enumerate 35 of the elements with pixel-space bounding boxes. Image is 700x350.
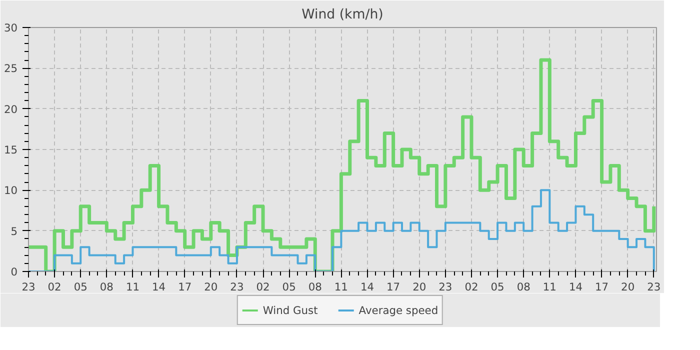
- x-tick-label: 20: [621, 280, 635, 294]
- x-tick-label: 02: [48, 280, 62, 294]
- y-tick-label: 10: [4, 184, 18, 198]
- x-tick-label: 05: [74, 280, 88, 294]
- x-tick-label: 23: [438, 280, 452, 294]
- x-tick-label: 14: [152, 280, 166, 294]
- y-tick-label: 5: [10, 224, 18, 238]
- x-tick-label: 08: [100, 280, 114, 294]
- legend-label: Average speed: [358, 304, 438, 316]
- x-tick-label: 17: [595, 280, 609, 294]
- y-tick-label: 25: [4, 62, 18, 76]
- x-tick-label: 23: [230, 280, 244, 294]
- x-tick-label: 23: [22, 280, 36, 294]
- x-tick-label: 05: [282, 280, 296, 294]
- y-tick-label: 15: [4, 144, 18, 156]
- x-tick-label: 17: [386, 280, 400, 294]
- x-tick-label: 14: [360, 280, 374, 294]
- x-tick-label: 11: [542, 280, 556, 294]
- x-tick-label: 20: [412, 280, 426, 294]
- x-tick-label: 20: [204, 280, 218, 294]
- chart-title: Wind (km/h): [302, 8, 384, 22]
- legend-label: Wind Gust: [262, 304, 318, 316]
- x-tick-label: 17: [178, 280, 192, 294]
- x-tick-label: 02: [464, 280, 478, 294]
- x-tick-label: 14: [568, 280, 583, 294]
- x-tick-label: 08: [516, 280, 531, 294]
- x-tick-label: 11: [334, 280, 348, 294]
- x-tick-label: 02: [256, 280, 270, 294]
- x-tick-label: 11: [126, 280, 140, 294]
- y-tick-label: 30: [4, 22, 18, 34]
- x-tick-label: 05: [490, 280, 504, 294]
- x-tick-label: 23: [647, 280, 661, 294]
- y-tick-label: 20: [4, 102, 18, 116]
- y-tick-label: 0: [10, 266, 18, 278]
- x-tick-label: 08: [308, 280, 322, 294]
